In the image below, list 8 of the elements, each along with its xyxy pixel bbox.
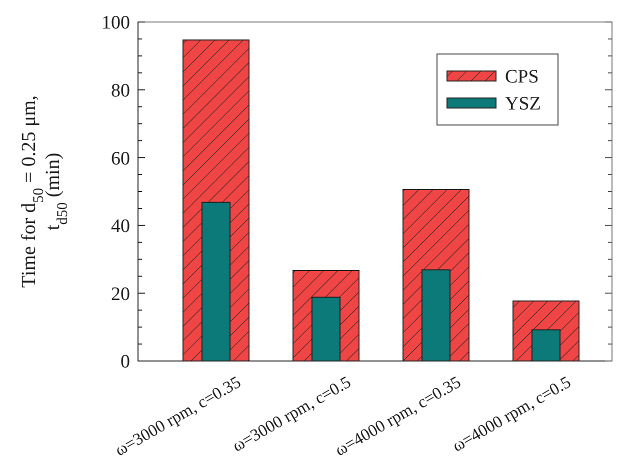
- legend-label: YSZ: [505, 94, 541, 115]
- y-tick-label: 20: [111, 284, 130, 305]
- legend-label: CPS: [505, 66, 539, 88]
- y-tick-label: 0: [120, 352, 130, 373]
- y-tick-label: 60: [111, 148, 130, 170]
- y-tick-label: 100: [102, 12, 130, 34]
- y-tick-label: 40: [111, 216, 130, 238]
- y-tick-label: 80: [111, 80, 130, 102]
